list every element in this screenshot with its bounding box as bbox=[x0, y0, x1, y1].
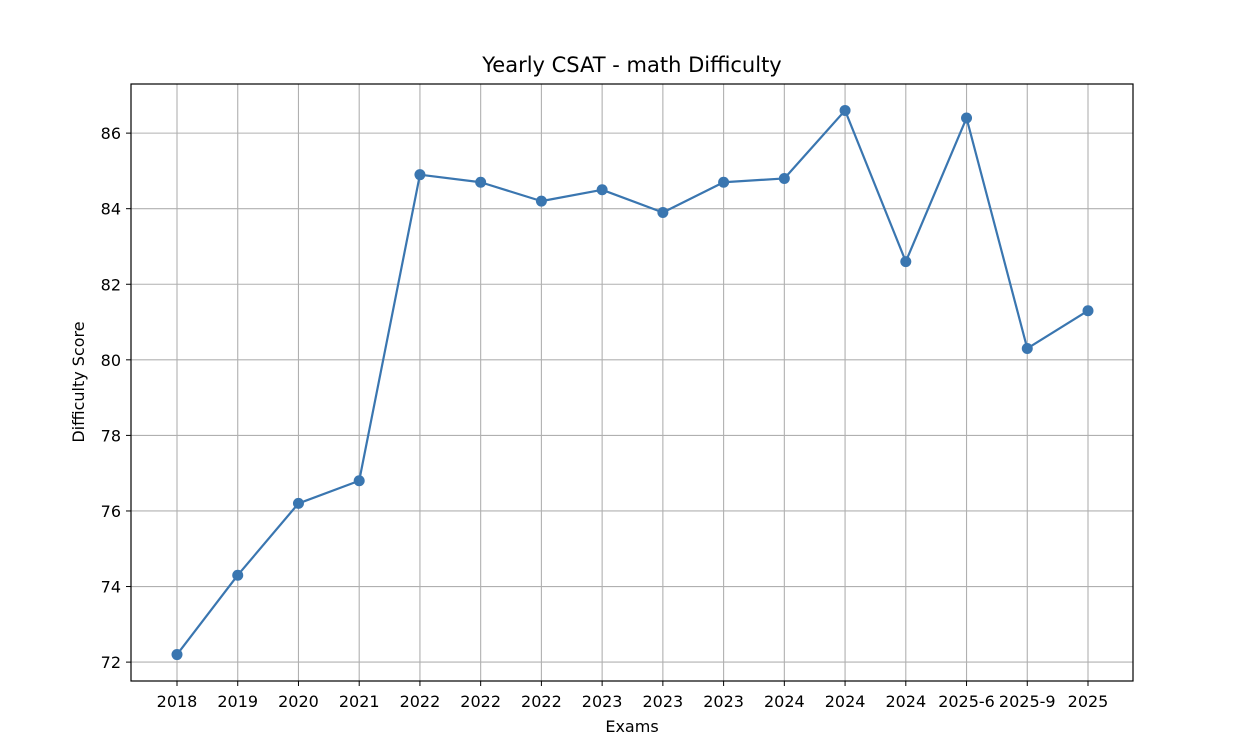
y-tick-label: 74 bbox=[101, 578, 121, 597]
x-tick-label: 2019 bbox=[217, 692, 258, 711]
x-axis: 2018 2019 2020 2021 2022 2022 2022 2023 2023 2023… bbox=[157, 681, 1109, 711]
data-point bbox=[900, 256, 912, 268]
x-tick-label: 2023 bbox=[582, 692, 623, 711]
data-point bbox=[657, 206, 669, 218]
x-tick-label: 2022 bbox=[460, 692, 501, 711]
y-tick-label: 76 bbox=[101, 502, 121, 521]
data-point bbox=[475, 176, 487, 188]
data-point bbox=[961, 112, 973, 124]
data-point bbox=[718, 176, 730, 188]
x-tick-label: 2024 bbox=[885, 692, 926, 711]
series-layer bbox=[171, 104, 1094, 661]
chart-title: Yearly CSAT - math Difficulty bbox=[481, 53, 781, 77]
x-tick-label: 2021 bbox=[339, 692, 380, 711]
data-point bbox=[292, 497, 304, 509]
x-tick-label: 2020 bbox=[278, 692, 319, 711]
x-tick-label: 2024 bbox=[764, 692, 805, 711]
x-axis-label: Exams bbox=[605, 717, 658, 736]
y-axis-label: Difficulty Score bbox=[69, 321, 88, 442]
x-tick-label: 2022 bbox=[400, 692, 441, 711]
data-point bbox=[353, 475, 365, 487]
data-point bbox=[535, 195, 547, 207]
y-tick-label: 82 bbox=[101, 275, 121, 294]
x-tick-label: 2022 bbox=[521, 692, 562, 711]
x-tick-label: 2025-6 bbox=[938, 692, 995, 711]
data-point bbox=[232, 569, 244, 581]
data-point bbox=[1082, 305, 1094, 317]
x-tick-label: 2023 bbox=[643, 692, 684, 711]
data-point bbox=[778, 172, 790, 184]
grid bbox=[131, 84, 1133, 681]
x-tick-label: 2025 bbox=[1068, 692, 1109, 711]
data-point bbox=[414, 169, 426, 181]
x-tick-label: 2024 bbox=[825, 692, 866, 711]
data-point bbox=[839, 104, 851, 116]
y-axis: 72 74 76 78 80 82 84 86 bbox=[101, 124, 131, 672]
x-tick-label: 2025-9 bbox=[999, 692, 1056, 711]
plot-frame bbox=[130, 83, 1134, 682]
y-tick-label: 78 bbox=[101, 426, 121, 445]
data-point bbox=[596, 184, 608, 196]
data-point bbox=[171, 649, 183, 661]
x-tick-label: 2018 bbox=[157, 692, 198, 711]
data-point bbox=[1021, 342, 1033, 354]
y-tick-label: 80 bbox=[101, 351, 121, 370]
series-line bbox=[176, 109, 1089, 656]
x-tick-label: 2023 bbox=[703, 692, 744, 711]
y-tick-label: 84 bbox=[101, 200, 121, 219]
y-tick-label: 72 bbox=[101, 653, 121, 672]
y-tick-label: 86 bbox=[101, 124, 121, 143]
